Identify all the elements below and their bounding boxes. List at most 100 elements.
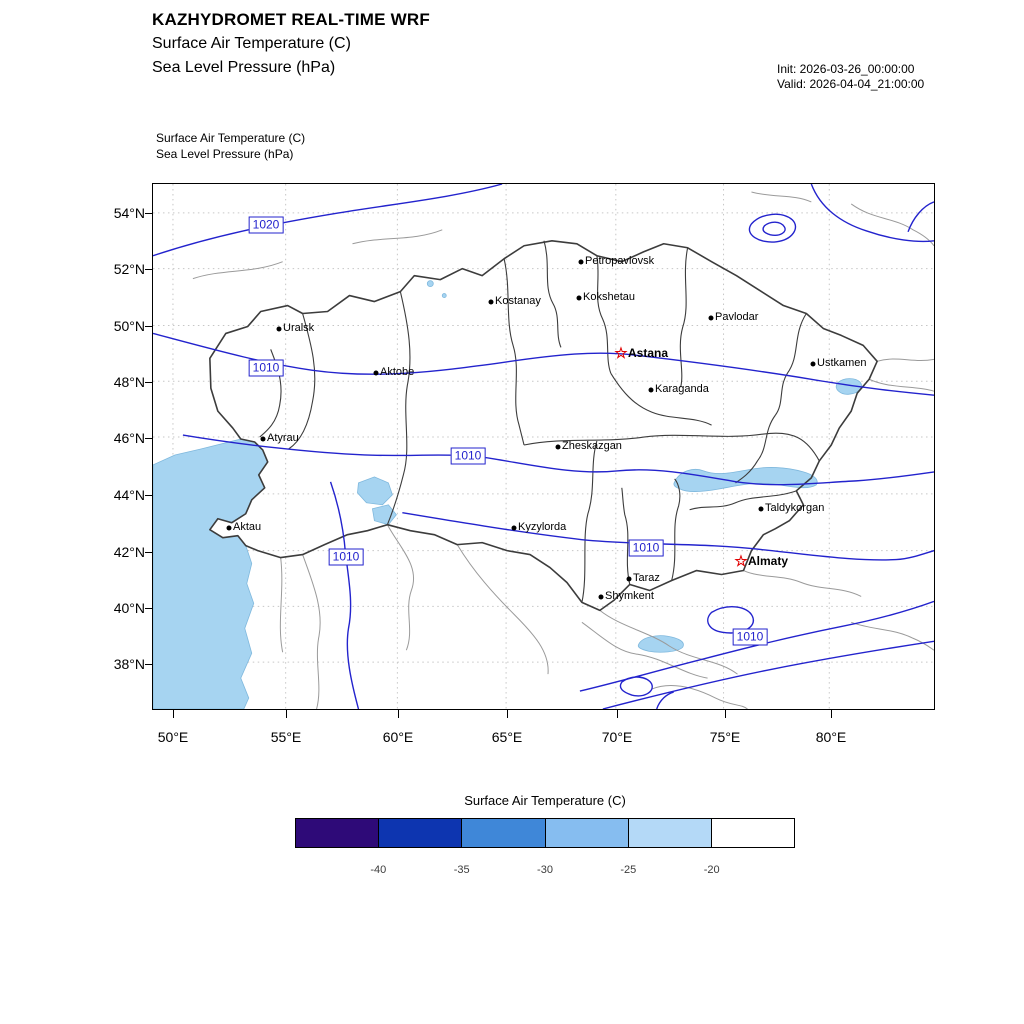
valid-time: Valid: 2026-04-04_21:00:00 xyxy=(777,77,925,91)
region-borders xyxy=(259,240,820,603)
capital-star-icon: ☆ xyxy=(734,552,748,570)
pressure-contours xyxy=(153,184,934,709)
colorbar-segment xyxy=(627,819,711,847)
lon-axis-label: 75°E xyxy=(709,729,741,745)
city-label: Kokshetau xyxy=(583,291,635,303)
lon-tick-mark xyxy=(507,710,508,718)
lake-balkhash xyxy=(673,467,818,492)
lat-axis-label: 50°N xyxy=(113,318,145,334)
city-label: Almaty xyxy=(748,554,789,568)
colorbar xyxy=(295,818,795,848)
city-label: Taraz xyxy=(633,572,660,584)
city-dot-icon xyxy=(598,594,604,600)
page-subtitle-pressure: Sea Level Pressure (hPa) xyxy=(152,59,336,76)
city-label: Ustkamen xyxy=(817,357,867,369)
lat-axis-label: 42°N xyxy=(113,544,145,560)
lat-tick-mark xyxy=(145,552,153,553)
lat-tick-mark xyxy=(145,382,153,383)
lat-tick-mark xyxy=(145,438,153,439)
colorbar-tick-labels: -40 -35 -30 -25 -20 xyxy=(295,864,795,880)
lon-axis-label: 55°E xyxy=(270,729,302,745)
kazakhstan-borders xyxy=(209,239,878,612)
lat-tick-mark xyxy=(145,326,153,327)
lon-tick-mark xyxy=(725,710,726,718)
city-label: Atyrau xyxy=(267,432,299,444)
city-label: Pavlodar xyxy=(715,311,759,323)
graticule xyxy=(153,184,934,709)
country-outline xyxy=(209,239,878,612)
lat-axis-label: 52°N xyxy=(113,261,145,277)
capital-star-icon: ☆ xyxy=(614,344,628,362)
lat-axis-label: 54°N xyxy=(113,205,145,221)
pressure-contour-label: 1010 xyxy=(450,447,486,465)
lat-tick-mark xyxy=(145,213,153,214)
city-label: Aktau xyxy=(233,521,262,533)
colorbar-segment xyxy=(296,819,379,847)
city-dot-icon xyxy=(758,506,764,512)
colorbar-segment xyxy=(461,819,545,847)
colorbar-tick-label: -35 xyxy=(453,864,470,876)
lon-tick-mark xyxy=(831,710,832,718)
lat-axis-label: 38°N xyxy=(113,656,145,672)
city-dot-icon xyxy=(578,259,584,265)
aral-sea-south xyxy=(371,504,397,526)
page-title: KAZHYDROMET REAL-TIME WRF xyxy=(152,10,430,29)
city-dot-icon xyxy=(276,326,282,332)
map-art xyxy=(153,184,934,709)
city-dot-icon xyxy=(576,295,582,301)
lat-axis-label: 40°N xyxy=(113,600,145,616)
city-label: Taldykorgan xyxy=(765,502,825,514)
colorbar-segment xyxy=(378,819,462,847)
lon-axis-label: 50°E xyxy=(157,729,189,745)
city-label: Astana xyxy=(628,346,669,360)
pressure-contour-label: 1010 xyxy=(732,628,768,646)
colorbar-tick-label: -20 xyxy=(703,864,720,876)
city-dot-icon xyxy=(810,361,816,367)
init-time: Init: 2026-03-26_00:00:00 xyxy=(777,62,915,76)
pressure-contour-label: 1010 xyxy=(328,548,364,566)
city-dot-icon xyxy=(648,387,654,393)
city-label: Zheskazgan xyxy=(562,440,622,452)
small-lake xyxy=(426,280,434,288)
lat-tick-mark xyxy=(145,269,153,270)
pressure-contour-label: 1020 xyxy=(248,216,284,234)
caspian-sea xyxy=(153,438,269,709)
lat-tick-mark xyxy=(145,664,153,665)
map-canvas: 54°N 52°N 50°N 48°N 46°N 44°N 42°N 40°N 38°N 50°E… xyxy=(114,183,935,745)
city-label: Aktobe xyxy=(380,366,415,378)
pressure-contour-label: 1010 xyxy=(248,359,284,377)
colorbar-segment xyxy=(544,819,628,847)
map-title-pressure: Sea Level Pressure (hPa) xyxy=(156,147,294,161)
city-label: Kyzylorda xyxy=(518,521,567,533)
lon-tick-mark xyxy=(286,710,287,718)
city-dot-icon xyxy=(373,370,379,376)
map-field-titles: Surface Air Temperature (C) Sea Level Pr… xyxy=(156,130,305,162)
lon-axis-label: 65°E xyxy=(491,729,523,745)
lat-axis-label: 44°N xyxy=(113,487,145,503)
colorbar-tick-label: -40 xyxy=(370,864,387,876)
lon-tick-mark xyxy=(617,710,618,718)
city-label: Uralsk xyxy=(283,322,315,334)
lon-tick-mark xyxy=(173,710,174,718)
map-title-temperature: Surface Air Temperature (C) xyxy=(156,131,306,145)
colorbar-title: Surface Air Temperature (C) xyxy=(464,793,626,808)
city-label: Karaganda xyxy=(655,383,709,395)
city-label: Kostanay xyxy=(495,295,541,307)
lon-axis-label: 70°E xyxy=(601,729,633,745)
colorbar-tick-label: -25 xyxy=(620,864,637,876)
lat-tick-mark xyxy=(145,495,153,496)
city-label: Petropavlovsk xyxy=(585,255,655,267)
run-times: Init: 2026-03-26_00:00:00 Valid: 2026-04… xyxy=(777,62,924,92)
city-dot-icon xyxy=(555,444,561,450)
neighbor-borders xyxy=(192,191,934,709)
city-label: Shymkent xyxy=(605,590,654,602)
small-lake xyxy=(441,293,447,298)
lon-axis-label: 60°E xyxy=(382,729,414,745)
colorbar-tick-label: -30 xyxy=(537,864,553,876)
pressure-contour-label: 1010 xyxy=(628,539,664,557)
city-dot-icon xyxy=(260,436,266,442)
colorbar-segment xyxy=(710,819,795,847)
water-bodies xyxy=(153,280,862,709)
aral-sea-north xyxy=(357,476,393,506)
city-dot-icon xyxy=(708,315,714,321)
